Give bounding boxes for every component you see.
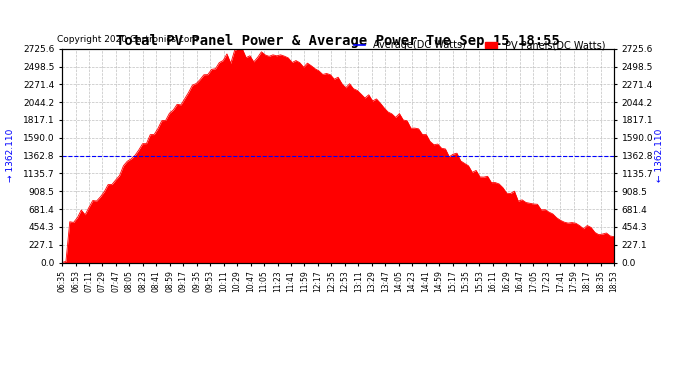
Text: ← 1362.110: ← 1362.110 [656,129,664,182]
Text: Copyright 2020 Cartronics.com: Copyright 2020 Cartronics.com [57,36,198,45]
Legend: Average(DC Watts), PV Panels(DC Watts): Average(DC Watts), PV Panels(DC Watts) [350,36,609,54]
Text: → 1362.110: → 1362.110 [6,129,15,182]
Title: Total PV Panel Power & Average Power Tue Sep 15 18:55: Total PV Panel Power & Average Power Tue… [116,34,560,48]
